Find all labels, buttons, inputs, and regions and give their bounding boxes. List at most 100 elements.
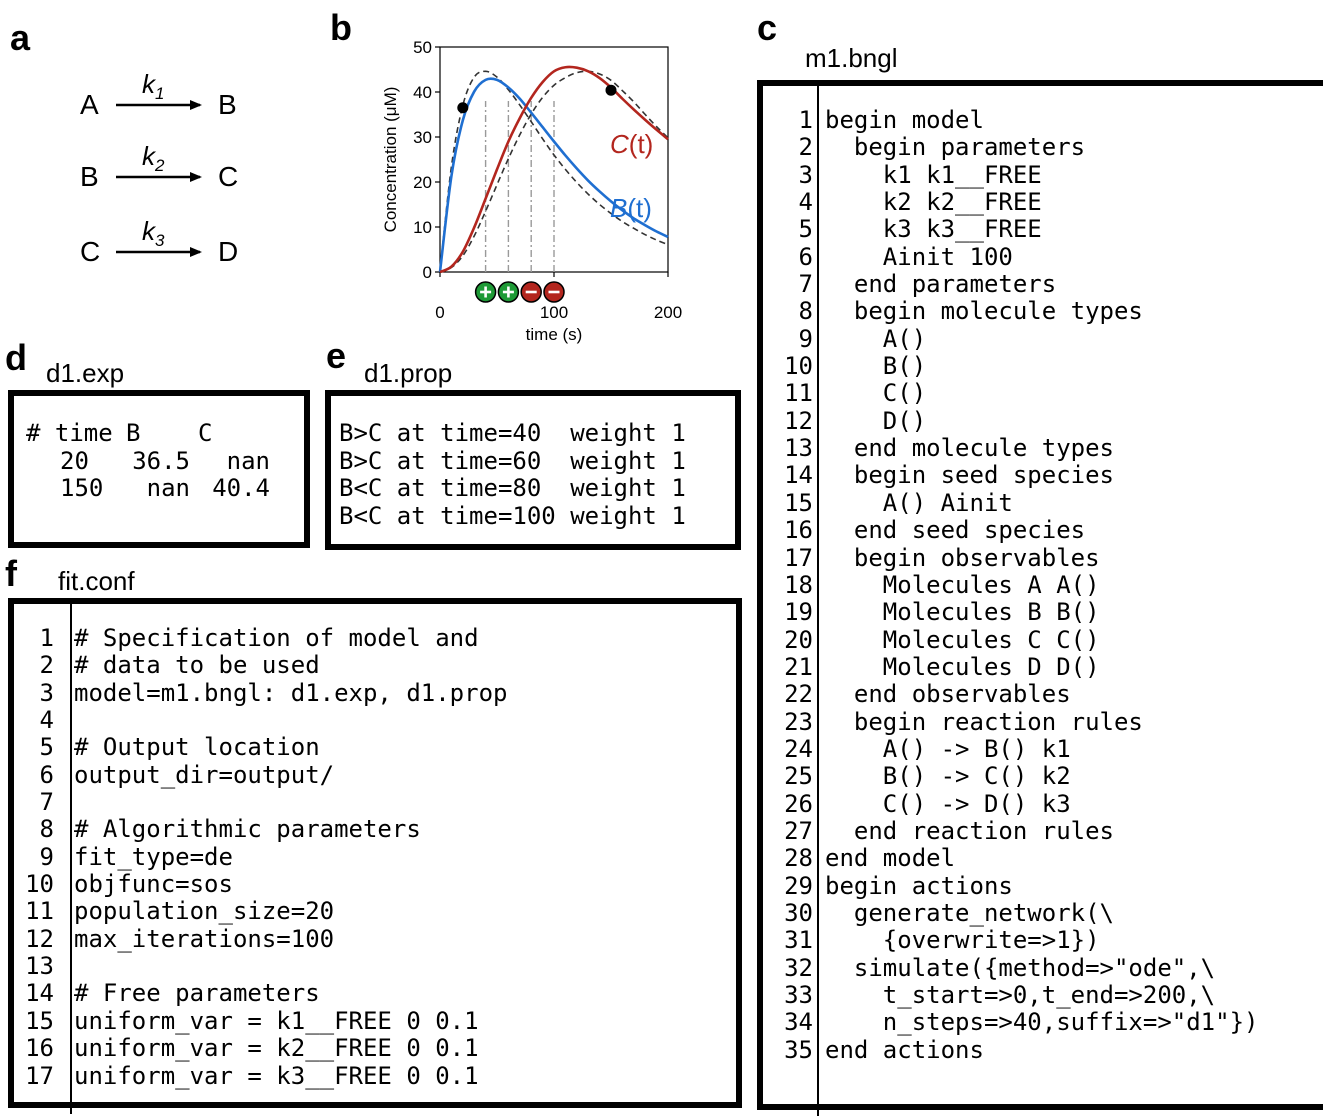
line-number: 29 [784,871,813,900]
line-number: 25 [784,762,813,791]
line-number: 13 [25,952,54,981]
code-line: k2 k2__FREE [825,188,1042,217]
prop-line: B>C at time=60 weight 1 [339,446,686,475]
code-line: begin reaction rules [825,707,1143,736]
code-line: {overwrite=>1}) [825,926,1100,955]
y-tick-label: 0 [423,263,432,282]
exp-cell-c: nan [226,446,270,475]
code-line: # Output location [74,733,320,762]
rate-constant: k1 [142,69,164,103]
line-number: 31 [784,926,813,955]
x-tick-label: 100 [540,303,568,322]
plus-marker [474,281,497,303]
prop-line: B<C at time=80 weight 1 [339,474,686,502]
panel-label-a: a [10,17,31,58]
line-number: 1 [39,624,54,652]
exp-header-c: C [198,419,213,447]
exp-cell-c: 40.4 [212,474,270,502]
code-line: k3 k3__FREE [825,215,1042,244]
bngl-code-box: 1 2 3 4 5 6 7 8 9 10 11 12 13 14 15 16 17 18 19 20 21 22 23 24 2… [757,80,1323,1116]
line-number: 33 [784,981,813,1009]
data-point [605,84,617,96]
code-line [74,789,507,816]
y-tick-label: 20 [413,173,432,192]
line-number: 9 [798,324,813,353]
line-number: 8 [39,815,54,844]
code-line: B() -> C() k2 [825,762,1071,791]
code-line: A() -> B() k1 [825,734,1071,763]
code-line: end molecule types [825,434,1114,463]
exp-header-time: # time [26,419,113,447]
reaction-2: B k2 C [80,141,238,192]
fit-curve-dashed [439,70,669,273]
code-line: simulate({method=>"ode",\ [825,953,1216,982]
line-number: 10 [784,352,813,381]
panel-label-f: f [5,553,17,594]
line-number: 16 [784,516,813,545]
x-tick-label: 200 [654,303,682,322]
y-tick-label: 50 [413,38,432,57]
code-line: A() Ainit [825,488,1013,517]
code-line: uniform_var = k1__FREE 0 0.1 [74,1006,479,1035]
code-line: output_dir=output/ [74,760,335,789]
line-number: 4 [798,188,813,217]
exp-table: # time B C 20 36.5 nan 150 nan 40.4 [26,419,278,503]
bngl-filename: m1.bngl [805,43,898,73]
bngl-line-numbers: 1 2 3 4 5 6 7 8 9 10 11 12 13 14 15 16 17 18 19 20 21 22 23 24 2… [773,106,813,1064]
code-line: Molecules A A() [825,570,1100,599]
line-number: 18 [784,570,813,599]
line-number: 9 [39,842,54,871]
prop-lines: B>C at time=40 weight 1 B>C at time=60 w… [339,419,686,530]
line-number: 14 [25,979,54,1008]
minus-marker [543,281,565,303]
conf-code-box: 1 2 3 4 5 6 7 8 9 10 11 12 13 14 15 16 17 # Specificatio… [8,598,742,1114]
line-number: 1 [798,106,813,134]
line-number: 35 [784,1035,813,1064]
line-number: 24 [784,734,813,763]
code-line: Molecules D D() [825,652,1100,681]
line-number: 17 [25,1061,54,1090]
reaction-product: C [218,161,238,192]
y-tick-label: 10 [413,218,432,237]
rate-constant: k3 [142,216,165,250]
line-number: 15 [784,488,813,517]
code-line [74,707,507,734]
code-line: # Algorithmic parameters [74,815,421,844]
code-line: A() [825,324,927,353]
exp-header-b: B [126,419,141,447]
line-number: 30 [784,898,813,927]
line-number: 26 [784,789,813,818]
code-line: max_iterations=100 [74,924,335,953]
reaction-reactant: C [80,236,100,267]
conf-gutter-divider [70,604,72,1114]
line-number: 7 [39,788,54,817]
code-line: C() [825,379,927,408]
panel-label-e: e [326,335,347,376]
minus-marker [520,281,542,303]
line-number: 22 [784,680,813,709]
exp-data-box: # time B C 20 36.5 nan 150 nan 40.4 [8,390,310,548]
code-line: Molecules B B() [825,598,1100,627]
line-number: 34 [784,1008,813,1037]
code-line: D() [825,406,927,435]
code-line: k1 k1__FREE [825,160,1042,189]
line-number: 3 [39,678,54,707]
code-line: end model [825,844,956,873]
concentration-chart: 0 10 20 30 40 50 0 100 200 time (s) Concentration … [381,38,682,344]
exp-filename: d1.exp [46,358,125,388]
line-number: 6 [798,242,813,271]
code-line: end actions [825,1035,984,1064]
line-number: 15 [25,1006,54,1035]
code-line: end parameters [825,270,1057,299]
series-label-c: C(t) [610,129,653,159]
rate-constant: k2 [142,141,165,175]
code-line: begin parameters [825,133,1086,162]
y-tick-label: 40 [413,83,432,102]
exp-cell-time: 150 [60,474,104,502]
reaction-product: B [218,89,237,120]
code-line: C() -> D() k3 [825,789,1071,818]
exp-cell-b: 36.5 [132,446,190,475]
code-line: Molecules C C() [825,625,1100,654]
bngl-code: begin model begin parameters k1 k1__FREE… [825,106,1258,1064]
line-number: 20 [784,625,813,654]
